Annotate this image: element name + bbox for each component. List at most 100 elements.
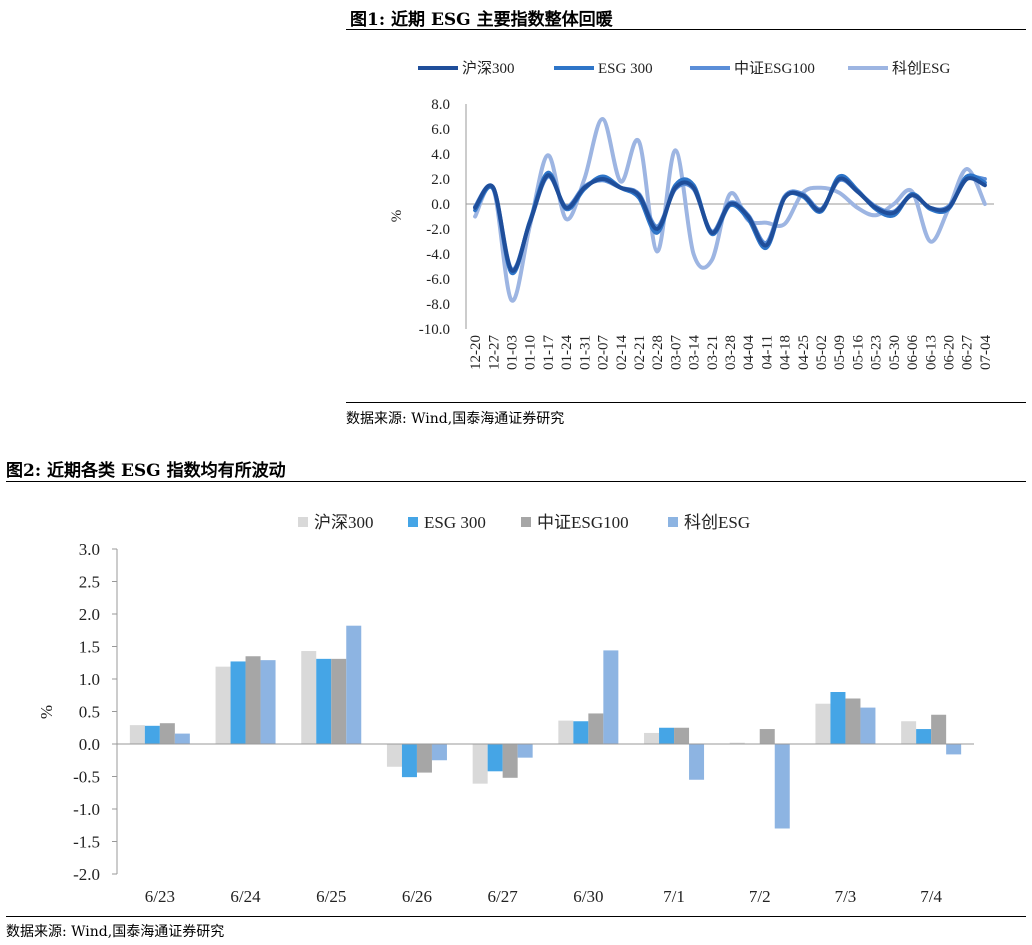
x-tick-label: 01-03 <box>505 335 521 370</box>
x-tick-label: 03-14 <box>687 335 703 370</box>
x-tick-label: 6/25 <box>316 887 346 906</box>
bar-7-3-series-3 <box>845 698 861 744</box>
y-tick-label: -2.0 <box>73 865 100 884</box>
legend-label-4: 科创ESG <box>892 60 951 77</box>
bar-6-30-series-4 <box>603 650 619 744</box>
y-tick-label: 6.0 <box>431 122 450 138</box>
legend-label-1: 沪深300 <box>314 513 374 532</box>
bar-6-26-series-1 <box>386 744 402 767</box>
y-axis-label: % <box>389 210 405 223</box>
x-tick-label: 6/30 <box>573 887 603 906</box>
legend-swatch-4 <box>668 517 678 527</box>
x-tick-label: 06-20 <box>941 335 957 370</box>
figure2-source-rule <box>6 916 1026 917</box>
legend-label-4: 科创ESG <box>684 513 750 532</box>
bar-6-24-series-1 <box>215 666 231 744</box>
x-tick-label: 01-10 <box>523 335 539 370</box>
bar-6-30-series-3 <box>588 713 604 744</box>
legend-label-2: ESG 300 <box>598 61 653 77</box>
y-tick-label: 2.0 <box>79 605 100 624</box>
bar-6-30-series-2 <box>573 721 589 744</box>
x-tick-label: 6/26 <box>402 887 432 906</box>
x-tick-label: 02-28 <box>650 335 666 370</box>
x-tick-label: 07-04 <box>978 335 994 370</box>
x-tick-label: 03-21 <box>705 335 721 370</box>
y-tick-label: -1.5 <box>73 833 100 852</box>
y-tick-label: 1.0 <box>79 670 100 689</box>
bar-6-25-series-2 <box>316 658 332 744</box>
figure2-bar-chart: 沪深300 ESG 300 中证ESG100 科创ESG 3.0 2.5 2.0 1.5 1.0… <box>37 513 974 906</box>
bar-7-3-series-2 <box>830 692 846 744</box>
x-tick-label: 03-28 <box>723 335 739 370</box>
x-tick-label: 7/3 <box>835 887 857 906</box>
bar-6-24-series-4 <box>260 660 276 744</box>
y-tick-label: 0.0 <box>79 735 100 754</box>
bar-6-23-series-1 <box>129 725 145 744</box>
bar-6-27-series-1 <box>472 744 488 784</box>
y-tick-label: -10.0 <box>419 322 450 338</box>
figure2-title: 图2: 近期各类 ESG 指数均有所波动 <box>6 461 286 481</box>
x-tick-label: 05-02 <box>814 335 830 370</box>
figure1-line-chart: 沪深300 ESG 300 中证ESG100 科创ESG 8.0 6.0 4.0 2.0 0.0… <box>389 60 994 370</box>
x-tick-label: 04-11 <box>759 335 775 369</box>
bar-7-2-series-4 <box>774 744 790 829</box>
y-tick-label: -2.0 <box>426 222 450 238</box>
bar-7-1-series-3 <box>674 727 690 744</box>
y-tick-label: -6.0 <box>426 272 450 288</box>
x-tick-label: 02-07 <box>596 335 612 370</box>
x-tick-label: 01-31 <box>577 335 593 370</box>
legend-label-3: 中证ESG100 <box>537 513 629 532</box>
legend-swatch-2 <box>408 517 418 527</box>
y-tick-label: 3.0 <box>79 540 100 559</box>
legend-label-2: ESG 300 <box>424 513 486 532</box>
bar-6-24-series-2 <box>230 661 246 744</box>
figure1-title: 图1: 近期 ESG 主要指数整体回暖 <box>350 10 613 30</box>
y-tick-label: 4.0 <box>431 147 450 163</box>
bar-6-26-series-2 <box>401 744 417 778</box>
x-tick-label: 06-06 <box>905 335 921 370</box>
bar-6-23-series-3 <box>159 723 175 744</box>
x-tick-label: 6/24 <box>230 887 261 906</box>
legend-label-3: 中证ESG100 <box>734 60 815 77</box>
bar-7-2-series-1 <box>729 742 745 744</box>
x-tick-label: 04-25 <box>796 335 812 370</box>
x-tick-label: 12-27 <box>486 335 502 370</box>
bar-7-1-series-1 <box>644 732 660 744</box>
x-tick-label: 05-16 <box>850 335 866 370</box>
bar-7-4-series-2 <box>916 729 932 744</box>
x-tick-label: 05-30 <box>887 335 903 370</box>
figure2-source: 数据来源: Wind,国泰海通证券研究 <box>6 924 225 940</box>
bar-6-23-series-4 <box>174 733 190 744</box>
figure1-title-rule <box>346 29 1026 30</box>
y-tick-label: -1.0 <box>73 800 100 819</box>
x-tick-label: 06-13 <box>923 335 939 370</box>
figure1-source-rule <box>346 402 1026 403</box>
bar-6-27-series-4 <box>517 744 533 758</box>
y-tick-label: 0.5 <box>79 703 100 722</box>
x-tick-label: 05-09 <box>832 335 848 370</box>
y-axis-label: % <box>37 705 56 719</box>
bar-7-2-series-3 <box>759 729 775 744</box>
x-tick-label: 02-14 <box>614 335 630 370</box>
legend-swatch-1 <box>298 517 308 527</box>
y-tick-label: -0.5 <box>73 768 100 787</box>
bar-6-27-series-2 <box>487 744 503 772</box>
x-tick-label: 6/27 <box>488 887 519 906</box>
series-line-4 <box>473 116 987 303</box>
bar-7-1-series-4 <box>689 744 705 780</box>
x-tick-label: 7/1 <box>663 887 685 906</box>
bar-7-3-series-4 <box>860 707 876 744</box>
bar-6-25-series-1 <box>301 651 317 744</box>
x-tick-label: 01-24 <box>559 335 575 370</box>
y-tick-label: -8.0 <box>426 297 450 313</box>
x-tick-label: 6/23 <box>145 887 175 906</box>
bar-7-1-series-2 <box>659 727 675 744</box>
bar-6-26-series-3 <box>416 744 432 773</box>
x-tick-label: 04-04 <box>741 335 757 370</box>
y-tick-label: 1.5 <box>79 638 100 657</box>
x-tick-label: 03-07 <box>668 335 684 370</box>
x-tick-label: 06-27 <box>960 335 976 370</box>
bar-6-27-series-3 <box>502 744 518 778</box>
x-tick-label: 01-17 <box>541 335 557 370</box>
y-tick-label: 8.0 <box>431 97 450 113</box>
